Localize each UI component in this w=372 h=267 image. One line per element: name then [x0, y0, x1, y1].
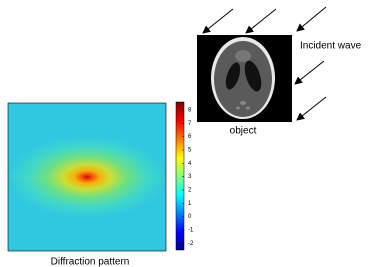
colorbar-tick-label: 1	[188, 201, 192, 207]
phantom-spot	[236, 107, 240, 110]
colorbar-tick-label: 4	[188, 161, 192, 167]
colorbar-tick-label: 8	[188, 108, 192, 114]
figure: Incident wave object Diffraction pattern…	[0, 0, 372, 267]
phantom-spot	[235, 50, 251, 62]
diffraction-image	[8, 103, 166, 251]
arrow	[246, 9, 276, 33]
phantom-spot	[246, 107, 250, 110]
colorbar-tick-label: 0	[188, 214, 192, 220]
arrow	[203, 9, 233, 33]
arrow	[297, 97, 326, 120]
object-image	[197, 35, 292, 122]
phantom-spot	[240, 101, 246, 105]
colorbar	[176, 102, 184, 250]
colorbar-tick-label: 7	[188, 121, 192, 127]
colorbar-tick-label: -2	[188, 241, 194, 247]
object-label: object	[230, 126, 257, 137]
incident-wave-label: Incident wave	[300, 41, 362, 52]
arrow	[297, 7, 326, 31]
diffraction-label: Diffraction pattern	[51, 257, 130, 267]
arrow	[295, 61, 324, 84]
diffraction-center	[8, 103, 166, 251]
colorbar-tick-label: 3	[188, 174, 192, 180]
colorbar-tick-label: 5	[188, 148, 192, 154]
colorbar-tick-label: 6	[188, 134, 192, 140]
colorbar-tick-label: 2	[188, 188, 192, 194]
colorbar-tick-label: -1	[188, 228, 194, 234]
